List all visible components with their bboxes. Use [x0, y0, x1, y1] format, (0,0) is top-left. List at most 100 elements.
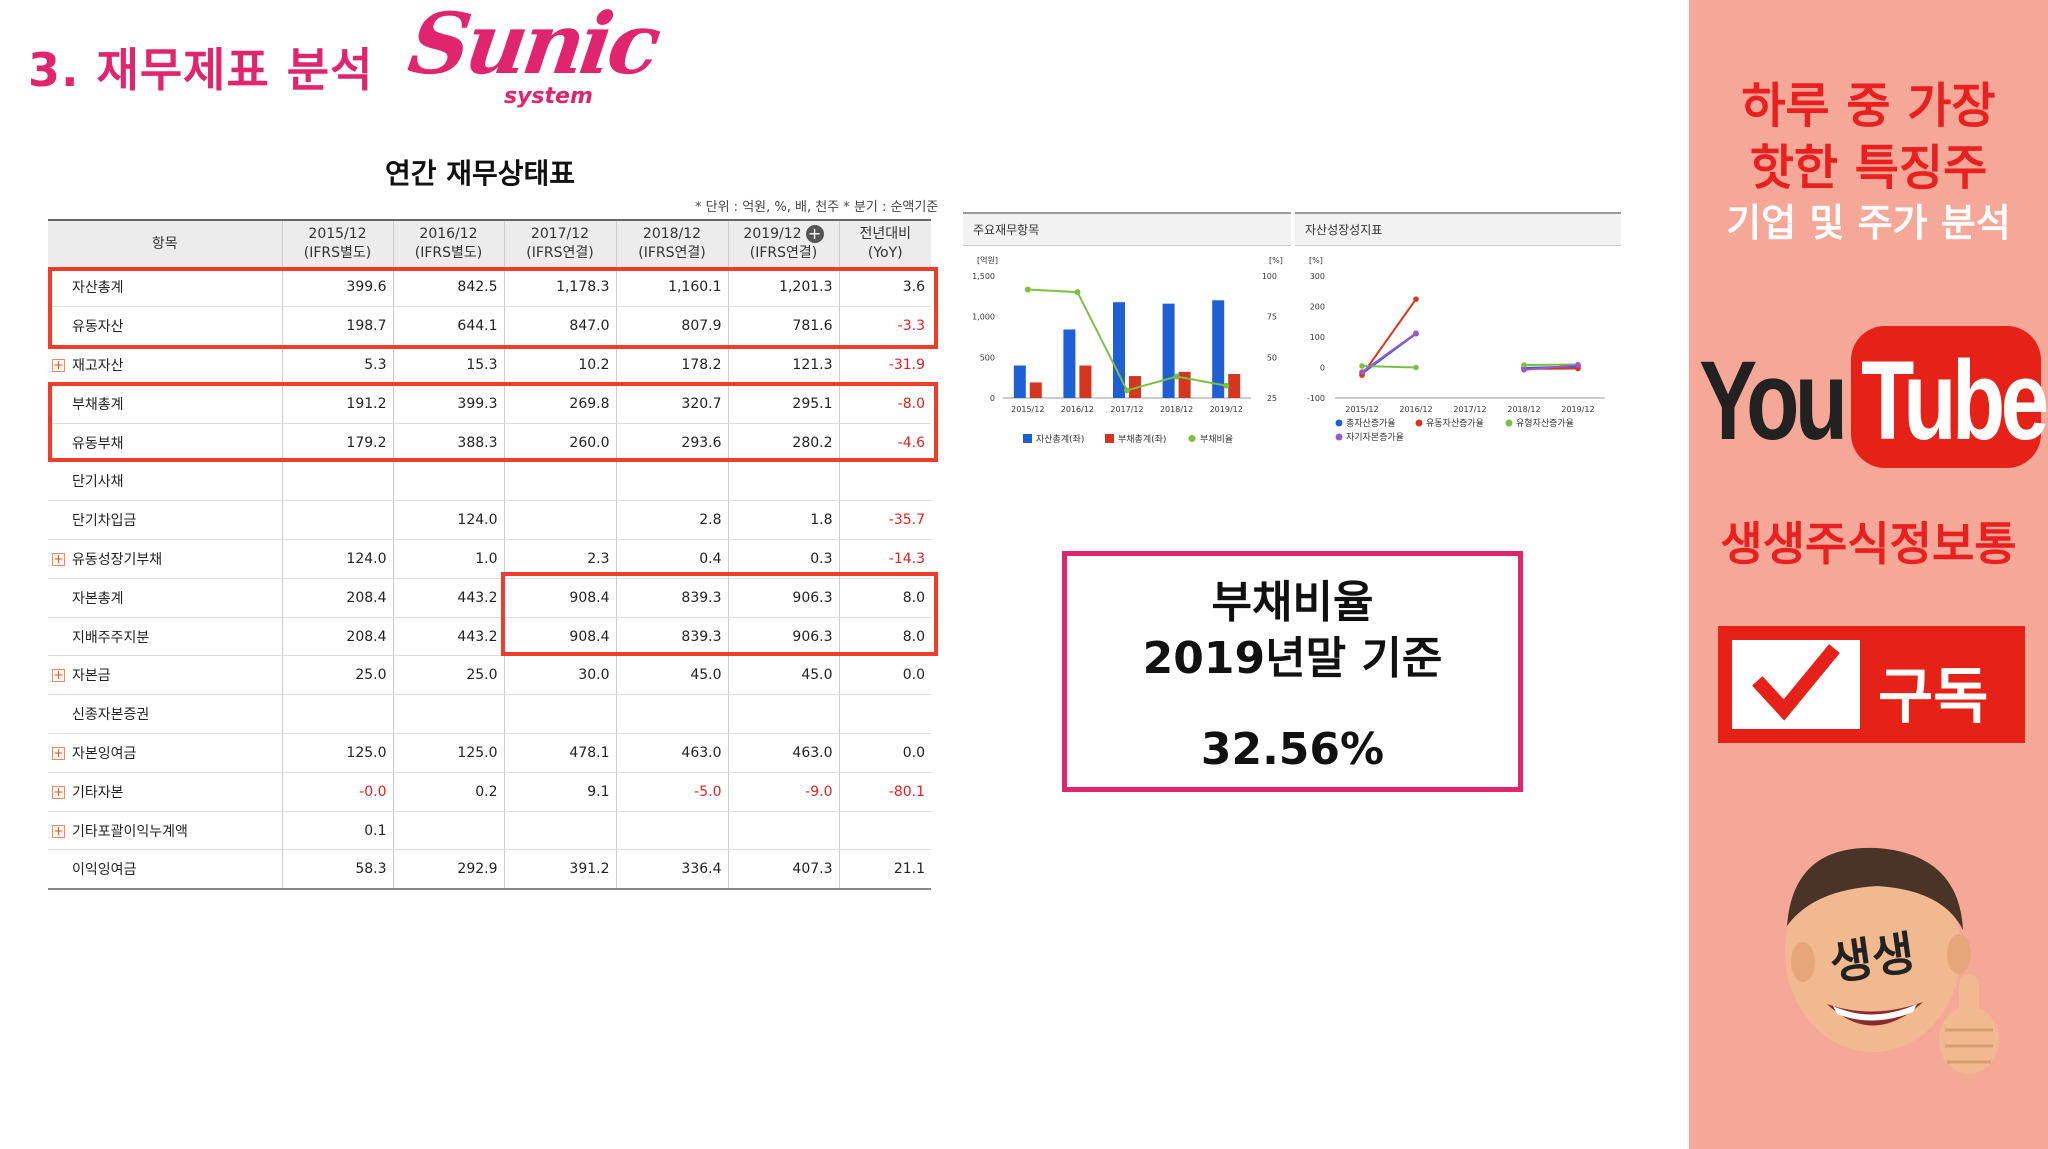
chart2-xtick: 2018/12	[1507, 405, 1540, 414]
chart2-series-point	[1521, 362, 1527, 368]
table-cell: 320.7	[616, 384, 729, 424]
chart1-bar	[1162, 303, 1175, 398]
col-header-line1: 2018/12	[642, 226, 702, 243]
row-label-cell: 유동자산	[48, 306, 283, 347]
table-cell: -80.1	[839, 772, 931, 812]
chart1-legend-label: 부채비율	[1200, 434, 1233, 445]
table-cell: 839.3	[616, 617, 729, 657]
expand-plus-icon[interactable]: +	[805, 225, 824, 244]
row-label-cell[interactable]: + 유동성장기부채	[48, 539, 283, 579]
youtube-logo[interactable]: You Tube	[1699, 326, 2048, 468]
chart1-bar	[1029, 382, 1042, 398]
row-label-cell: 유동부채	[48, 423, 283, 463]
expand-plus-icon[interactable]: +	[52, 668, 65, 683]
row-label: 재고자산	[72, 357, 124, 374]
col-header-line1: 2019/12	[743, 226, 802, 243]
table-cell: 121.3	[728, 345, 840, 385]
chart1-bar	[1178, 371, 1191, 398]
table-cell: -3.3	[839, 306, 931, 347]
col-header-6: 전년대비 (YoY)	[839, 219, 931, 269]
chart1-ytick-right: 25	[1267, 394, 1277, 403]
row-label-cell[interactable]: + 재고자산	[48, 345, 283, 385]
chart2-xtick: 2017/12	[1453, 405, 1486, 414]
channel-name: 생생주식정보통	[1720, 517, 2017, 571]
row-label: 유동성장기부채	[72, 551, 163, 568]
table-cell: 45.0	[616, 655, 729, 696]
table-cell: -4.6	[839, 423, 931, 463]
table-cell: 644.1	[393, 306, 505, 347]
row-label-cell[interactable]: + 기타자본	[48, 772, 283, 812]
col-header-line2: (IFRS별도)	[303, 245, 372, 262]
table-cell: 443.2	[393, 578, 505, 618]
table-row: + 기타자본 -0.0 0.2 9.1 -5.0 -9.0 -80.1	[48, 772, 931, 812]
table-cell: 1,178.3	[504, 268, 617, 308]
expand-plus-icon[interactable]: +	[52, 746, 65, 761]
subscribe-button[interactable]: 구독	[1718, 626, 2025, 743]
chart2-xtick: 2019/12	[1561, 405, 1594, 414]
chart2-ytick: 200	[1310, 303, 1325, 312]
table-cell	[616, 694, 729, 735]
logo-sub: system	[504, 84, 593, 109]
chart1-ratio-point	[1223, 382, 1230, 389]
col-header-2: 2016/12 (IFRS별도)	[393, 219, 505, 269]
table-cell: 9.1	[504, 772, 617, 812]
table-cell: 269.8	[504, 384, 617, 424]
col-header-line2: (IFRS연결)	[749, 245, 818, 262]
chart2-series-point	[1413, 364, 1419, 371]
col-header-line1: 항목	[151, 235, 178, 252]
table-cell: -5.0	[616, 772, 729, 812]
expand-plus-icon[interactable]: +	[52, 784, 65, 799]
table-cell: 1,160.1	[616, 268, 729, 308]
chart1-ytick-left: 500	[980, 353, 995, 362]
checkmark-icon	[1732, 640, 1860, 729]
col-header-line2: (IFRS연결)	[526, 245, 594, 262]
table-cell	[393, 811, 505, 851]
table-cell	[504, 694, 617, 735]
table-row: 신종자본증권	[48, 694, 931, 735]
chart1-legend-swatch	[1105, 434, 1114, 443]
chart1-ytick-left: 1,000	[972, 313, 995, 322]
table-cell: 399.6	[282, 268, 394, 308]
col-header-line1: 2016/12	[419, 226, 478, 243]
expand-plus-icon[interactable]: +	[52, 823, 65, 838]
row-label: 유동부채	[72, 435, 124, 452]
row-label: 단기사채	[72, 474, 124, 491]
chart1-legend-swatch	[1188, 435, 1196, 442]
chart1-left-unit: [억원]	[977, 255, 998, 265]
row-label: 유동자산	[72, 319, 124, 336]
table-cell: 1.8	[728, 500, 840, 541]
table-cell: 906.3	[728, 578, 840, 618]
table-cell: 124.0	[282, 539, 394, 579]
row-label-cell[interactable]: + 기타포괄이익누계액	[48, 811, 283, 851]
table-row: 지배주주지분 208.4 443.2 908.4 839.3 906.3 8.0	[48, 617, 931, 657]
table-cell: 0.2	[393, 772, 505, 812]
table-cell: 30.0	[504, 655, 617, 696]
table-cell: 0.0	[839, 655, 931, 696]
page-title: 3. 재무제표 분석	[28, 43, 374, 97]
chart2-legend-label: 유형자산증가율	[1516, 418, 1574, 429]
col-header-5: 2019/12 + (IFRS연결)	[728, 219, 840, 269]
sidebar-headline-1: 하루 중 가장	[1741, 78, 1996, 134]
chart1-legend-swatch	[1023, 434, 1032, 443]
expand-plus-icon[interactable]: +	[52, 552, 65, 567]
table-cell: 10.2	[504, 345, 617, 385]
row-label: 이익잉여금	[72, 862, 137, 879]
chart2-legend-label: 자기자본증가율	[1346, 432, 1404, 443]
chart1-ytick-right: 75	[1267, 313, 1277, 322]
chart2-legend-swatch	[1335, 419, 1343, 427]
chart1-ratio-line	[1027, 288, 1227, 392]
table-row: 유동부채 179.2 388.3 260.0 293.6 280.2 -4.6	[48, 423, 931, 463]
table-cell	[839, 811, 931, 851]
table-cell: 45.0	[728, 655, 840, 696]
row-label: 단기차입금	[72, 513, 137, 530]
table-cell: 191.2	[282, 384, 394, 424]
table-cell	[393, 461, 505, 502]
table-row: 단기차입금 124.0 2.8 1.8 -35.7	[48, 500, 931, 541]
table-cell: 1,201.3	[728, 268, 840, 308]
row-label-cell[interactable]: + 자본금	[48, 655, 283, 696]
chart1-xtick: 2016/12	[1061, 405, 1094, 414]
expand-plus-icon[interactable]: +	[52, 358, 65, 373]
table-cell: -9.0	[728, 772, 840, 812]
row-label-cell[interactable]: + 자본잉여금	[48, 733, 283, 773]
row-label-cell: 단기사채	[48, 461, 283, 502]
